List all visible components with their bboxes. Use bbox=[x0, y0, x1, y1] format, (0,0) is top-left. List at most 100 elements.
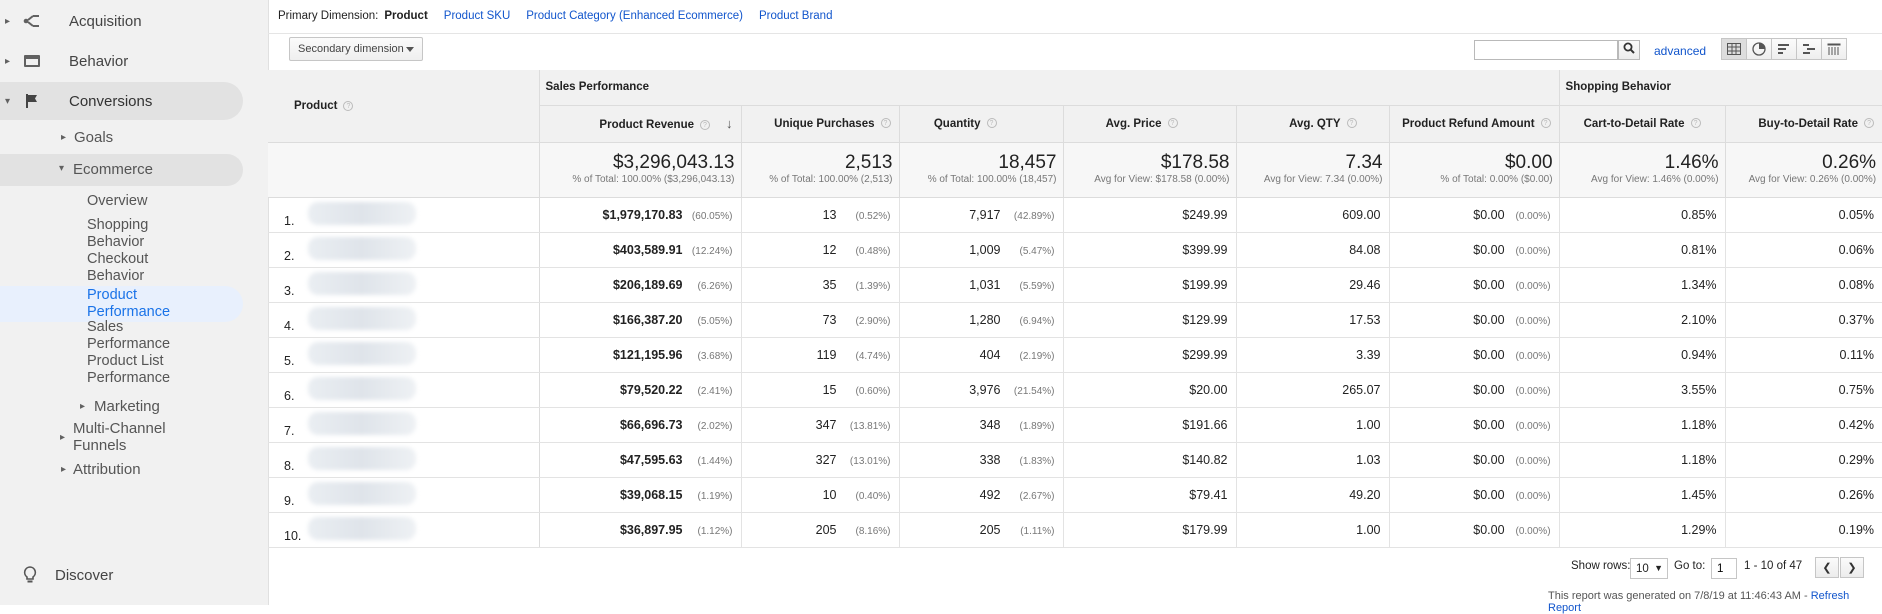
nav-goals[interactable]: ▸ Goals bbox=[0, 124, 243, 150]
avg-qty-cell: 29.46 bbox=[1236, 267, 1390, 303]
product-name-cell[interactable]: 2. bbox=[268, 232, 540, 268]
help-icon[interactable]: ? bbox=[1690, 118, 1701, 129]
buy-to-detail-column-header[interactable]: Buy-to-Detail Rate? bbox=[1725, 105, 1882, 143]
percentage-view-button[interactable] bbox=[1746, 38, 1772, 60]
table-row[interactable]: 5. $121,195.96 (3.68%) 119 (4.74%) 404 (2.19%)… bbox=[268, 337, 1882, 373]
nav-ecom-checkout-behavior[interactable]: Checkout Behavior bbox=[0, 251, 243, 285]
nav-ecommerce[interactable]: ▾ Ecommerce bbox=[0, 154, 243, 186]
nav-acquisition[interactable]: ▸ Acquisition bbox=[0, 2, 243, 40]
nav-multichannel-funnels[interactable]: ▸ Multi-Channel Funnels bbox=[0, 420, 243, 454]
product-name-cell[interactable]: 6. bbox=[268, 372, 540, 408]
nav-ecom-product-performance[interactable]: Product Performance bbox=[0, 286, 243, 322]
dropdown-caret-icon: ▼ bbox=[1654, 563, 1663, 573]
search-button[interactable] bbox=[1618, 40, 1640, 60]
product-name-cell[interactable]: 4. bbox=[268, 302, 540, 338]
table-row[interactable]: 10. $36,897.95 (1.12%) 205 (8.16%) 205 (1.11%)… bbox=[268, 512, 1882, 548]
help-icon[interactable]: ? bbox=[1540, 118, 1551, 129]
nav-attribution[interactable]: ▸ Attribution bbox=[0, 456, 243, 482]
nav-ecom-overview[interactable]: Overview bbox=[0, 193, 243, 210]
primary-dimension-brand-link[interactable]: Product Brand bbox=[758, 10, 833, 22]
product-name-cell[interactable]: 1. bbox=[268, 197, 540, 233]
help-icon[interactable]: ? bbox=[880, 118, 891, 129]
table-row[interactable]: 7. $66,696.73 (2.02%) 347 (13.81%) 348 (1.89%)… bbox=[268, 407, 1882, 443]
row-index: 3. bbox=[284, 283, 295, 298]
product-name-cell[interactable]: 8. bbox=[268, 442, 540, 478]
nav-acquisition-label: Acquisition bbox=[69, 12, 142, 30]
blurred-product-name[interactable] bbox=[308, 306, 416, 330]
table-row[interactable]: 4. $166,387.20 (5.05%) 73 (2.90%) 1,280 (6.94%… bbox=[268, 302, 1882, 338]
blurred-product-name[interactable] bbox=[308, 201, 416, 225]
nav-marketing[interactable]: ▸ Marketing bbox=[0, 393, 243, 419]
cell-value: 15 bbox=[822, 382, 837, 397]
table-row[interactable]: 8. $47,595.63 (1.44%) 327 (13.01%) 338 (1.83%)… bbox=[268, 442, 1882, 478]
nav-conversions[interactable]: ▾ Conversions bbox=[0, 82, 243, 120]
cell-value: 49.20 bbox=[1349, 487, 1381, 502]
avg-price-cell: $199.99 bbox=[1063, 267, 1237, 303]
cell-value: 0.19% bbox=[1838, 522, 1875, 537]
data-table-view-button[interactable] bbox=[1721, 38, 1747, 60]
primary-dimension-label: Primary Dimension: bbox=[278, 10, 379, 22]
product-revenue-cell: $47,595.63 (1.44%) bbox=[539, 442, 742, 478]
help-icon[interactable]: ? bbox=[1346, 118, 1357, 129]
performance-view-button[interactable] bbox=[1771, 38, 1797, 60]
total-cart-to-detail: 1.46% Avg for View: 1.46% (0.00%) bbox=[1559, 142, 1726, 198]
column-label: Buy-to-Detail Rate bbox=[1758, 117, 1859, 130]
quantity-cell: 7,917 (42.89%) bbox=[899, 197, 1064, 233]
blurred-product-name[interactable] bbox=[308, 481, 416, 505]
product-name-cell[interactable]: 5. bbox=[268, 337, 540, 373]
cell-value: $0.00 bbox=[1473, 417, 1505, 432]
secondary-dimension-dropdown[interactable]: Secondary dimension bbox=[289, 37, 423, 61]
help-icon[interactable]: ? bbox=[986, 118, 997, 129]
help-icon[interactable]: ? bbox=[1167, 118, 1178, 129]
table-row[interactable]: 1. $1,979,170.83 (60.05%) 13 (0.52%) 7,917 (42… bbox=[268, 197, 1882, 233]
primary-dimension-sku-link[interactable]: Product SKU bbox=[443, 10, 511, 22]
help-icon[interactable]: ? bbox=[343, 100, 354, 111]
blurred-product-name[interactable] bbox=[308, 236, 416, 260]
nav-ecom-product-list-performance[interactable]: Product List Performance bbox=[0, 353, 243, 387]
previous-page-button[interactable]: ❮ bbox=[1815, 557, 1839, 578]
cart-to-detail-column-header[interactable]: Cart-to-Detail Rate? bbox=[1559, 105, 1726, 143]
blurred-product-name[interactable] bbox=[308, 271, 416, 295]
nav-ecom-sales-performance[interactable]: Sales Performance bbox=[0, 319, 243, 353]
product-refund-amount-column-header[interactable]: Product Refund Amount? bbox=[1389, 105, 1560, 143]
next-page-button[interactable]: ❯ bbox=[1840, 557, 1864, 578]
table-search-input[interactable] bbox=[1474, 40, 1618, 60]
product-column-header[interactable]: Product? bbox=[268, 70, 540, 143]
pivot-view-button[interactable] bbox=[1821, 38, 1847, 60]
quantity-cell: 348 (1.89%) bbox=[899, 407, 1064, 443]
goto-page-input[interactable] bbox=[1711, 558, 1737, 579]
table-row[interactable]: 6. $79,520.22 (2.41%) 15 (0.60%) 3,976 (21.54%… bbox=[268, 372, 1882, 408]
blurred-product-name[interactable] bbox=[308, 376, 416, 400]
nav-discover[interactable]: Discover bbox=[0, 562, 243, 588]
table-row[interactable]: 2. $403,589.91 (12.24%) 12 (0.48%) 1,009 (5.47… bbox=[268, 232, 1882, 268]
product-name-cell[interactable]: 10. bbox=[268, 512, 540, 548]
help-icon[interactable]: ? bbox=[700, 119, 710, 130]
blurred-product-name[interactable] bbox=[308, 446, 416, 470]
search-icon bbox=[1623, 41, 1635, 59]
comparison-view-button[interactable] bbox=[1796, 38, 1822, 60]
show-rows-select[interactable]: 10 ▼ bbox=[1630, 558, 1668, 579]
sort-descending-icon[interactable]: ↓ bbox=[726, 116, 733, 131]
unique-purchases-column-header[interactable]: Unique Purchases? bbox=[741, 105, 900, 143]
avg-price-column-header[interactable]: Avg. Price? bbox=[1063, 105, 1237, 143]
help-icon[interactable]: ? bbox=[1864, 118, 1875, 129]
blurred-product-name[interactable] bbox=[308, 341, 416, 365]
cell-value: $0.00 bbox=[1473, 487, 1505, 502]
product-name-cell[interactable]: 3. bbox=[268, 267, 540, 303]
primary-dimension-category-link[interactable]: Product Category (Enhanced Ecommerce) bbox=[526, 10, 743, 22]
nav-ecom-shopping-behavior[interactable]: Shopping Behavior bbox=[0, 217, 243, 251]
cell-percent: (0.52%) bbox=[855, 210, 891, 222]
product-revenue-column-header[interactable]: Product Revenue? ↓ bbox=[539, 105, 742, 143]
primary-dimension-current[interactable]: Product bbox=[384, 10, 428, 22]
table-row[interactable]: 9. $39,068.15 (1.19%) 10 (0.40%) 492 (2.67%) $7… bbox=[268, 477, 1882, 513]
quantity-column-header[interactable]: Quantity? bbox=[899, 105, 1064, 143]
blurred-product-name[interactable] bbox=[308, 516, 416, 540]
product-name-cell[interactable]: 9. bbox=[268, 477, 540, 513]
avg-qty-column-header[interactable]: Avg. QTY? bbox=[1236, 105, 1390, 143]
blurred-product-name[interactable] bbox=[308, 411, 416, 435]
nav-behavior[interactable]: ▸ Behavior bbox=[0, 42, 243, 80]
quantity-cell: 205 (1.11%) bbox=[899, 512, 1064, 548]
advanced-filter-link[interactable]: advanced bbox=[1654, 44, 1707, 58]
product-name-cell[interactable]: 7. bbox=[268, 407, 540, 443]
table-row[interactable]: 3. $206,189.69 (6.26%) 35 (1.39%) 1,031 (5.59%… bbox=[268, 267, 1882, 303]
